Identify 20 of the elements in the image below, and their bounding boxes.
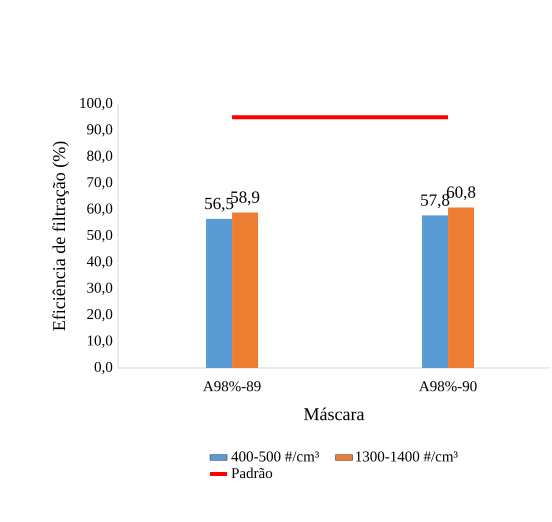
legend-label: 1300-1400 #/cm³ bbox=[356, 451, 458, 462]
y-axis-title: Eficiência de filtração (%) bbox=[52, 142, 69, 331]
data-label: 58,9 bbox=[231, 191, 260, 206]
x-tick-label: A98%-89 bbox=[203, 381, 261, 392]
legend-label: Padrão bbox=[232, 468, 272, 478]
y-tick-label: 50,0 bbox=[87, 230, 112, 242]
legend-label: 400-500 #/cm³ bbox=[231, 451, 319, 462]
y-tick-label: 60,0 bbox=[87, 203, 112, 216]
y-tick-label: 40,0 bbox=[86, 256, 112, 269]
y-tick-label: 30,0 bbox=[87, 282, 112, 295]
x-tick-label: A98%-90 bbox=[419, 381, 477, 392]
x-axis-title: Máscara bbox=[304, 408, 364, 420]
data-label: 56,5 bbox=[205, 198, 234, 212]
y-tick-label: 70,0 bbox=[88, 177, 112, 190]
y-tick-label: 80,0 bbox=[87, 150, 112, 163]
y-tick-label: 10,0 bbox=[88, 335, 112, 348]
y-tick-label: 100,0 bbox=[80, 98, 112, 110]
y-tick-label: 0,0 bbox=[94, 362, 112, 374]
y-tick-label: 90,0 bbox=[87, 124, 112, 137]
y-tick-label: 20,0 bbox=[87, 309, 112, 322]
